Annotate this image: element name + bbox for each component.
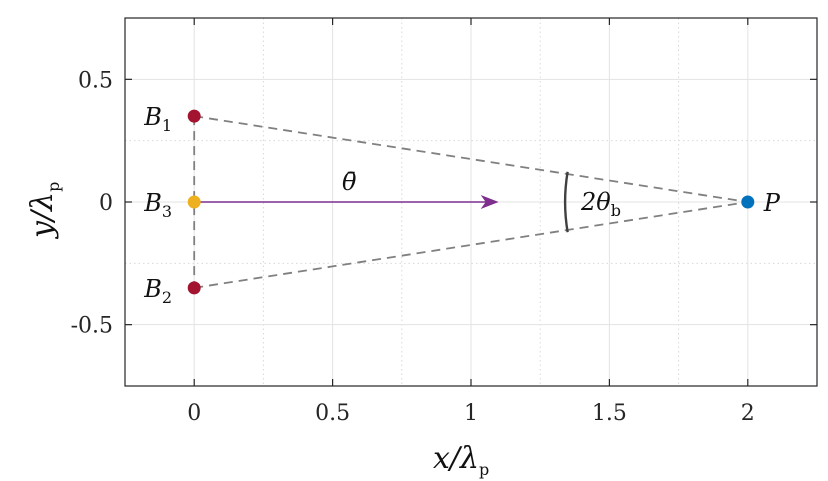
y-tick-label: 0	[99, 191, 113, 216]
tick-labels-layer: 0 0.5 1 1.5 2 0.5 0 -0.5	[71, 68, 755, 426]
y-tick-label: 0.5	[78, 68, 113, 93]
arrow-label: θ̄	[342, 168, 357, 196]
x-tick-label: 0.5	[315, 401, 350, 426]
angle-arc	[563, 171, 569, 233]
x-tick-label: 1.5	[592, 401, 627, 426]
points-layer: B1 B3 B2 P	[143, 103, 781, 307]
dashed-line	[194, 115, 748, 203]
point-b3	[187, 195, 201, 209]
point-p	[741, 195, 755, 209]
x-tick-label: 0	[187, 401, 201, 426]
point-label-b1: B1	[143, 103, 172, 135]
dashed-lines-layer	[193, 115, 748, 289]
ticks-layer	[125, 18, 817, 386]
angle-label: 2θb	[580, 188, 621, 220]
point-label-p: P	[763, 189, 781, 217]
y-axis-label: y/λp	[25, 182, 63, 240]
y-tick-label: -0.5	[71, 314, 113, 339]
arrow-head	[480, 195, 499, 209]
x-tick-label: 1	[464, 401, 478, 426]
angle-layer	[563, 171, 569, 233]
x-axis-label: x/λp	[433, 441, 489, 479]
point-b1	[187, 109, 201, 123]
x-tick-label: 2	[741, 401, 755, 426]
arrow-layer	[194, 195, 499, 209]
dashed-line	[194, 201, 748, 289]
point-label-b3: B3	[143, 189, 172, 221]
point-b2	[187, 281, 201, 295]
point-label-b2: B2	[143, 275, 172, 307]
